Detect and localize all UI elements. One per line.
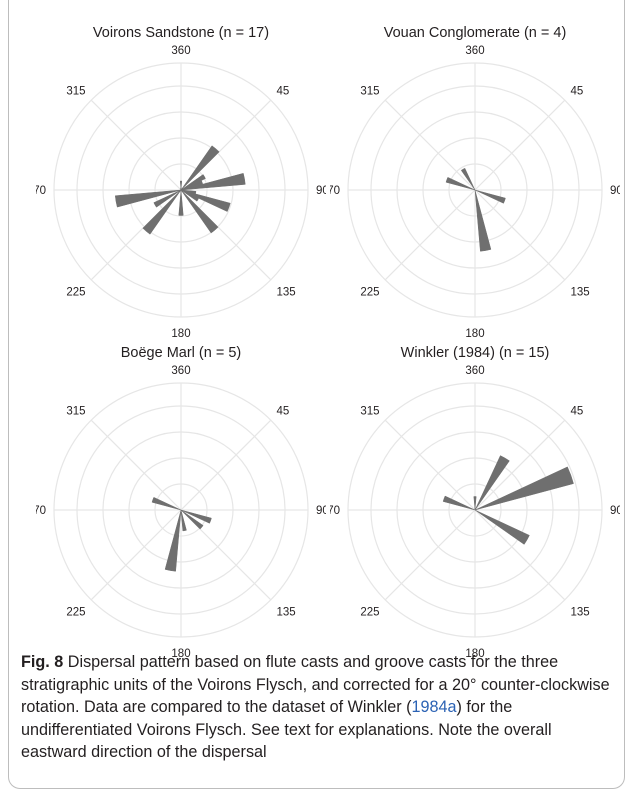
- caption-text-start: Dispersal pattern based on flute casts a…: [21, 653, 610, 717]
- rose-petal-110: [474, 189, 506, 204]
- rose-petal-330: [179, 188, 182, 191]
- grid-spoke-45: [180, 419, 272, 511]
- rose-panel-vouan-conglomerate: Vouan Conglomerate (n = 4) 360 45 90 135 180 2…: [330, 18, 620, 348]
- grid-spoke-135: [474, 509, 566, 601]
- tick-label-0: 360: [171, 365, 190, 377]
- tick-label-135: 135: [571, 287, 590, 299]
- tick-label-45: 45: [277, 406, 290, 418]
- grid-spoke-315: [384, 419, 476, 511]
- grid-spoke-135: [474, 189, 566, 281]
- rose-petal-110: [180, 189, 231, 212]
- tick-label-0: 360: [171, 45, 190, 57]
- rose-petal-60: [180, 174, 206, 191]
- rose-petal-170: [474, 189, 492, 252]
- figure-label: Fig. 8: [21, 653, 64, 671]
- rose-petal-170: [180, 509, 187, 532]
- rose-diagram-voirons-sandstone: Voirons Sandstone (n = 17) 360 45 90 135 180 2…: [36, 25, 326, 340]
- tick-label-180: 180: [465, 648, 484, 660]
- rose-panel-voirons-sandstone: Voirons Sandstone (n = 17) 360 45 90 135 180 2…: [36, 18, 326, 348]
- tick-label-225: 225: [66, 287, 85, 299]
- tick-label-0: 360: [465, 365, 484, 377]
- citation-link[interactable]: 1984a: [411, 698, 457, 717]
- rose-petal-240: [153, 189, 182, 208]
- rose-petal-40: [180, 145, 220, 191]
- rose-petal-180: [178, 189, 184, 216]
- grid-spoke-315: [384, 99, 476, 191]
- rose-petal-110: [180, 509, 212, 524]
- panel-title: Winkler (1984) (n = 15): [401, 345, 550, 361]
- rose-petal-30: [474, 455, 510, 511]
- grid-spoke-225: [90, 509, 182, 601]
- tick-label-90: 90: [610, 185, 620, 197]
- figure-caption: Fig. 8 Dispersal pattern based on flute …: [21, 651, 619, 764]
- grid-spoke-225: [384, 509, 476, 601]
- rose-petal-120: [180, 189, 200, 202]
- rose-diagram-vouan-conglomerate: Vouan Conglomerate (n = 4) 360 45 90 135 180 2…: [330, 25, 620, 340]
- tick-label-270: 270: [36, 505, 46, 517]
- tick-label-315: 315: [360, 406, 379, 418]
- tick-label-225: 225: [360, 287, 379, 299]
- panel-title: Boëge Marl (n = 5): [121, 345, 242, 361]
- rose-diagram-winkler-1984: Winkler (1984) (n = 15) 360 45 90 135 180 225 2…: [330, 345, 620, 660]
- rose-petal-190: [164, 509, 182, 572]
- caption-text-end: ) for the undifferentiated Voirons Flysc…: [21, 698, 552, 762]
- tick-label-45: 45: [571, 86, 584, 98]
- rose-petal-140: [180, 189, 219, 234]
- tick-label-0: 360: [465, 45, 484, 57]
- tick-label-180: 180: [171, 328, 190, 340]
- figure-frame: [8, 0, 625, 789]
- rose-petal-0: [179, 180, 183, 191]
- rose-petal-290: [445, 176, 476, 191]
- tick-label-270: 270: [330, 185, 340, 197]
- grid-spoke-45: [474, 99, 566, 191]
- grid-spoke-315: [90, 99, 182, 191]
- grid-spoke-45: [474, 419, 566, 511]
- rose-petal-290: [151, 496, 182, 511]
- rose-petal-120: [474, 509, 530, 545]
- tick-label-90: 90: [316, 185, 326, 197]
- tick-label-315: 315: [66, 86, 85, 98]
- rose-petal-290: [442, 495, 476, 511]
- tick-label-315: 315: [66, 406, 85, 418]
- tick-label-180: 180: [465, 328, 484, 340]
- tick-label-225: 225: [66, 607, 85, 619]
- tick-label-270: 270: [330, 505, 340, 517]
- tick-label-315: 315: [360, 86, 379, 98]
- grid-spoke-315: [90, 419, 182, 511]
- rose-petal-220: [142, 189, 182, 235]
- panel-title: Vouan Conglomerate (n = 4): [384, 25, 567, 41]
- tick-label-135: 135: [571, 607, 590, 619]
- grid-spoke-225: [384, 189, 476, 281]
- tick-label-270: 270: [36, 185, 46, 197]
- rose-petal-80: [180, 173, 246, 191]
- panel-title: Voirons Sandstone (n = 17): [93, 25, 269, 41]
- rose-diagram-boege-marl: Boëge Marl (n = 5) 360 45 90 135 180 225 270 315: [36, 345, 326, 660]
- rose-petal-330: [460, 167, 476, 191]
- rose-petal-0: [473, 496, 477, 511]
- rose-petal-130: [180, 509, 204, 530]
- tick-label-90: 90: [316, 505, 326, 517]
- rose-petal-70: [474, 466, 574, 511]
- tick-label-135: 135: [277, 607, 296, 619]
- tick-label-180: 180: [171, 648, 190, 660]
- tick-label-135: 135: [277, 287, 296, 299]
- rose-panel-winkler-1984: Winkler (1984) (n = 15) 360 45 90 135 180 225 2…: [330, 338, 620, 668]
- rose-petal-260: [114, 189, 182, 208]
- tick-label-45: 45: [277, 86, 290, 98]
- tick-label-225: 225: [360, 607, 379, 619]
- rose-panel-boege-marl: Boëge Marl (n = 5) 360 45 90 135 180 225 270 315: [36, 338, 326, 668]
- tick-label-45: 45: [571, 406, 584, 418]
- tick-label-90: 90: [610, 505, 620, 517]
